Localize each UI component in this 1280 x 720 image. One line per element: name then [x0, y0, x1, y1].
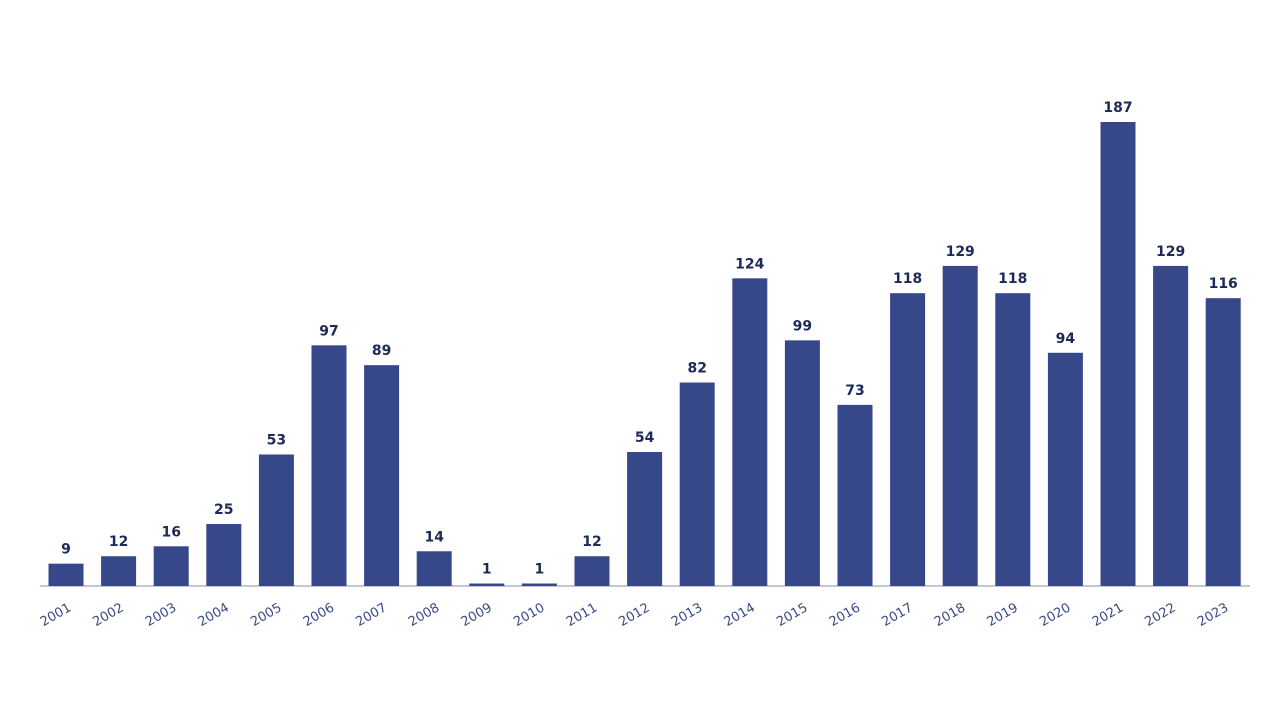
value-label: 99: [793, 318, 812, 334]
x-tick-label: 2004: [196, 600, 232, 630]
x-tick-label: 2010: [511, 600, 547, 630]
value-label: 89: [372, 343, 391, 359]
bar: [469, 583, 505, 586]
bar: [258, 454, 294, 586]
bar: [679, 382, 715, 586]
value-label: 97: [319, 323, 338, 339]
bar: [627, 452, 663, 586]
x-tick-label: 2006: [301, 600, 337, 630]
bar: [732, 278, 768, 586]
x-tick-label: 2015: [774, 600, 810, 630]
value-label: 9: [61, 542, 71, 558]
x-tick-label: 2019: [985, 600, 1021, 630]
value-label: 129: [946, 244, 975, 260]
bar: [1047, 352, 1083, 586]
bar: [1153, 265, 1189, 586]
x-tick-label: 2022: [1142, 600, 1178, 630]
value-label: 1: [535, 562, 545, 578]
bar: [153, 546, 189, 586]
x-tick-label: 2008: [406, 600, 442, 630]
value-label: 14: [424, 529, 444, 545]
value-label: 118: [998, 271, 1027, 287]
bar: [1100, 122, 1136, 586]
x-tick-label: 2013: [669, 600, 705, 630]
bar: [574, 556, 610, 586]
x-tick-label: 2021: [1090, 600, 1126, 630]
value-label: 82: [687, 361, 706, 377]
value-label: 73: [845, 383, 864, 399]
bar: [942, 265, 978, 586]
x-tick-label: 2003: [143, 600, 179, 630]
x-tick-label: 2007: [353, 600, 389, 630]
bar: [206, 523, 242, 586]
x-tick-label: 2005: [248, 600, 284, 630]
bar: [784, 340, 820, 586]
value-label: 12: [582, 534, 601, 550]
x-tick-label: 2020: [1037, 600, 1073, 630]
bar: [101, 556, 137, 586]
bar: [521, 583, 557, 586]
bar: [416, 551, 452, 586]
x-tick-label: 2016: [827, 600, 863, 630]
x-tick-label: 2009: [459, 600, 495, 630]
bar: [995, 293, 1031, 586]
x-tick-label: 2012: [616, 600, 652, 630]
value-label: 187: [1103, 100, 1132, 116]
value-label: 12: [109, 534, 128, 550]
bar: [890, 293, 926, 586]
bar: [48, 563, 84, 586]
value-label: 118: [893, 271, 922, 287]
bar: [364, 365, 400, 586]
x-tick-label: 2017: [879, 600, 915, 630]
x-tick-label: 2001: [38, 600, 74, 630]
value-label: 94: [1056, 331, 1076, 347]
value-label: 53: [267, 432, 286, 448]
value-label: 116: [1209, 276, 1238, 292]
value-label: 16: [161, 524, 180, 540]
bar: [1205, 298, 1241, 586]
value-label: 54: [635, 430, 655, 446]
value-label: 124: [735, 256, 764, 272]
bar: [837, 404, 873, 586]
x-tick-label: 2011: [564, 600, 600, 630]
x-tick-label: 2018: [932, 600, 968, 630]
value-label: 1: [482, 562, 492, 578]
bar: [311, 345, 347, 586]
value-label: 129: [1156, 244, 1185, 260]
x-tick-label: 2014: [722, 600, 758, 630]
value-label: 25: [214, 502, 233, 518]
x-tick-label: 2002: [90, 600, 126, 630]
x-tick-label: 2023: [1195, 600, 1231, 630]
